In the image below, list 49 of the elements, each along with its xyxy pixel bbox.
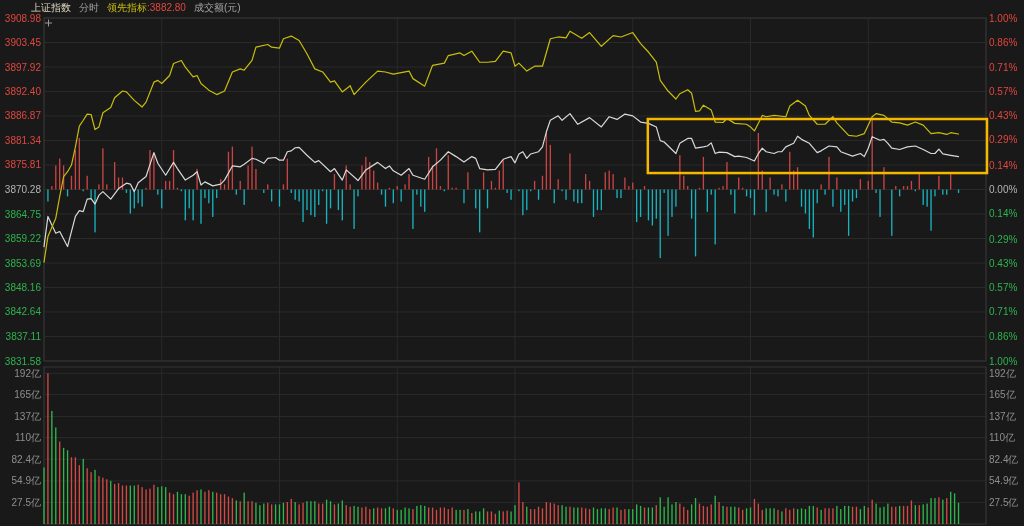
- y-tick-label: 3897.92: [4, 61, 41, 73]
- y2-tick-label: 0.57%: [989, 281, 1018, 293]
- y2-tick-label: 192亿: [989, 367, 1016, 379]
- annotation: 成交额(元): [193, 2, 241, 13]
- y-tick-label: 3831.58: [4, 355, 41, 367]
- y2-tick-label: 165亿: [989, 389, 1016, 400]
- y-tick-label: 3864.75: [4, 208, 41, 220]
- y-tick-label: 54.9亿: [11, 475, 41, 487]
- y-tick-label: 3892.40: [4, 85, 41, 97]
- legend-label: 领先指标: [107, 2, 147, 13]
- chart-subtitle: 分时: [79, 2, 99, 13]
- y-tick-label: 3886.87: [4, 110, 41, 122]
- y2-tick-label: 0.86%: [989, 36, 1018, 48]
- y-tick-label: 3875.81: [4, 159, 41, 171]
- y-tick-label: 137亿: [14, 410, 41, 422]
- y-tick-label: 3870.28: [4, 184, 41, 195]
- y2-tick-label: 0.43%: [989, 110, 1018, 122]
- y2-tick-label: 54.9亿: [989, 475, 1019, 487]
- y2-tick-label: 0.14%: [989, 208, 1018, 219]
- y-tick-label: 3908.98: [4, 12, 41, 24]
- y-tick-label: 3881.34: [4, 135, 41, 146]
- chart-title: 上证指数: [31, 2, 71, 13]
- y-tick-label: 3903.45: [4, 37, 41, 48]
- y2-tick-label: 137亿: [989, 410, 1016, 422]
- y-tick-label: 3848.16: [4, 282, 41, 294]
- y-tick-label: 3842.64: [4, 306, 41, 318]
- y2-tick-label: 0.14%: [989, 160, 1018, 171]
- y2-tick-label: 0.29%: [989, 233, 1018, 245]
- y2-tick-label: 110亿: [989, 432, 1015, 444]
- y-tick-label: 165亿: [14, 389, 41, 400]
- y-tick-label: 27.5亿: [11, 496, 41, 508]
- annotation: :3882.80: [147, 2, 186, 13]
- y-tick-label: 3859.22: [4, 233, 41, 244]
- y2-tick-label: 0.71%: [989, 305, 1018, 317]
- y2-tick-label: 82.4亿: [989, 453, 1019, 465]
- y2-tick-label: 1.00%: [989, 355, 1018, 367]
- y2-tick-label: 0.71%: [989, 62, 1018, 74]
- y-tick-label: 82.4亿: [11, 453, 41, 465]
- y-tick-label: 3837.11: [5, 331, 41, 342]
- y-tick-label: 3853.69: [4, 257, 41, 269]
- y2-tick-label: 0.00%: [989, 184, 1018, 195]
- y2-tick-label: 0.57%: [989, 86, 1018, 98]
- y2-tick-label: 27.5亿: [989, 496, 1019, 508]
- y-tick-label: 110亿: [15, 432, 41, 444]
- y2-tick-label: 1.00%: [989, 12, 1018, 24]
- y2-tick-label: 0.43%: [989, 257, 1018, 269]
- y2-tick-label: 0.29%: [989, 134, 1018, 146]
- y2-tick-label: 0.86%: [989, 331, 1018, 343]
- y-tick-label: 192亿: [14, 367, 41, 379]
